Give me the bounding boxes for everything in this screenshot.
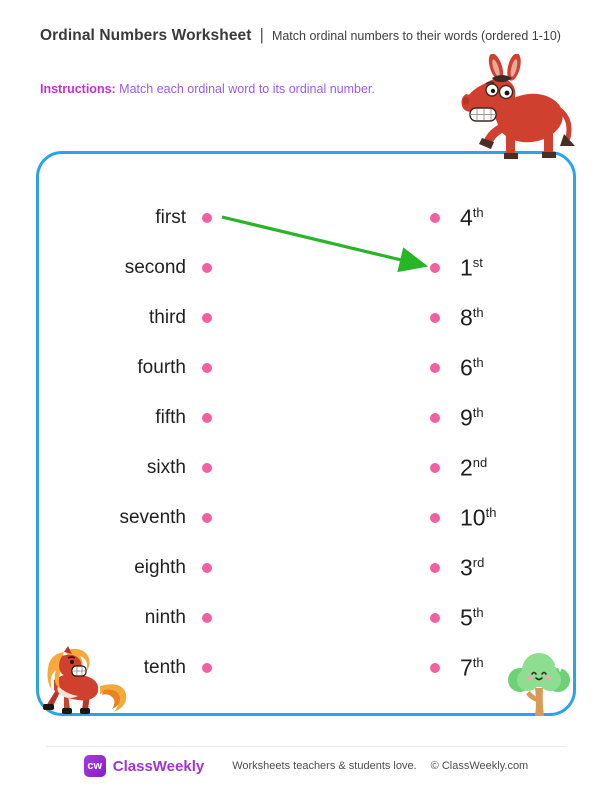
footer-divider xyxy=(46,746,566,747)
ordinal-word: tenth xyxy=(143,657,186,678)
instructions: Instructions: Match each ordinal word to… xyxy=(40,82,375,96)
ordinal-number: 1st xyxy=(460,254,483,281)
donkey-illustration xyxy=(461,54,575,159)
left-connector-dot[interactable] xyxy=(202,213,212,223)
right-connector-dot[interactable] xyxy=(430,413,440,423)
match-row: seventh 10th xyxy=(39,493,573,543)
right-connector-dot[interactable] xyxy=(430,313,440,323)
ordinal-word: second xyxy=(124,257,186,278)
title-separator: | xyxy=(259,25,264,44)
right-connector-dot[interactable] xyxy=(430,463,440,473)
page-title: Ordinal Numbers Worksheet xyxy=(40,27,252,44)
match-row: sixth 2nd xyxy=(39,443,573,493)
ordinal-number: 7th xyxy=(460,654,484,681)
match-row: eighth 3rd xyxy=(39,543,573,593)
ordinal-number: 3rd xyxy=(460,554,485,581)
right-connector-dot[interactable] xyxy=(430,613,440,623)
left-connector-dot[interactable] xyxy=(202,363,212,373)
right-connector-dot[interactable] xyxy=(430,363,440,373)
match-row: tenth 7th xyxy=(39,643,573,693)
left-connector-dot[interactable] xyxy=(202,613,212,623)
match-row: fourth 6th xyxy=(39,343,573,393)
right-connector-dot[interactable] xyxy=(430,263,440,273)
match-row: second 1st xyxy=(39,243,573,293)
right-connector-dot[interactable] xyxy=(430,663,440,673)
instructions-label: Instructions: xyxy=(40,82,116,96)
left-connector-dot[interactable] xyxy=(202,313,212,323)
ordinal-word: fourth xyxy=(137,357,186,378)
left-connector-dot[interactable] xyxy=(202,563,212,573)
ordinal-word: fifth xyxy=(155,407,186,428)
ordinal-word: ninth xyxy=(144,607,186,628)
ordinal-number: 6th xyxy=(460,354,484,381)
match-row: fifth 9th xyxy=(39,393,573,443)
right-connector-dot[interactable] xyxy=(430,513,440,523)
ordinal-number: 2nd xyxy=(460,454,488,481)
match-row: ninth 5th xyxy=(39,593,573,643)
brand-name[interactable]: ClassWeekly xyxy=(112,757,205,775)
ordinal-number: 5th xyxy=(460,604,484,631)
ordinal-number: 10th xyxy=(460,504,497,531)
left-connector-dot[interactable] xyxy=(202,413,212,423)
matching-box: first 4th second 1st third 8th fourth 6t… xyxy=(36,151,576,716)
right-connector-dot[interactable] xyxy=(430,213,440,223)
classweekly-logo-icon: cw xyxy=(83,755,106,777)
page-subtitle: Match ordinal numbers to their words (or… xyxy=(271,29,561,43)
ordinal-number: 8th xyxy=(460,304,484,331)
footer: cw ClassWeekly Worksheets teachers & stu… xyxy=(0,753,612,779)
footer-copyright: © ClassWeekly.com xyxy=(430,760,529,772)
match-row: third 8th xyxy=(39,293,573,343)
ordinal-word: seventh xyxy=(119,507,186,528)
left-connector-dot[interactable] xyxy=(202,513,212,523)
ordinal-word: eighth xyxy=(134,557,186,578)
ordinal-word: first xyxy=(155,207,186,228)
left-connector-dot[interactable] xyxy=(202,663,212,673)
right-connector-dot[interactable] xyxy=(430,563,440,573)
instructions-text: Match each ordinal word to its ordinal n… xyxy=(115,82,375,96)
matching-rows: first 4th second 1st third 8th fourth 6t… xyxy=(39,193,573,693)
left-connector-dot[interactable] xyxy=(202,263,212,273)
ordinal-word: third xyxy=(149,307,186,328)
left-connector-dot[interactable] xyxy=(202,463,212,473)
worksheet-header: Ordinal Numbers Worksheet | Match ordina… xyxy=(40,25,600,46)
ordinal-word: sixth xyxy=(146,457,186,478)
ordinal-number: 9th xyxy=(460,404,484,431)
ordinal-number: 4th xyxy=(460,204,484,231)
match-row: first 4th xyxy=(39,193,573,243)
footer-tagline: Worksheets teachers & students love. xyxy=(232,760,417,772)
